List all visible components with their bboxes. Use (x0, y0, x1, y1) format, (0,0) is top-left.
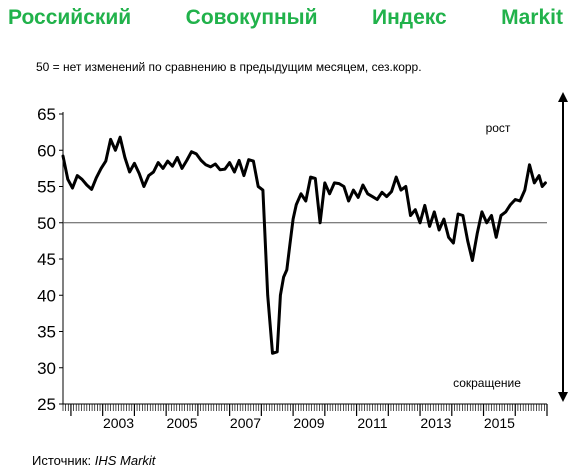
x-tick-label: 2015 (484, 415, 515, 431)
chart-subtitle: 50 = нет изменений по сравнению в предыд… (36, 60, 422, 74)
y-tick-label: 40 (37, 286, 56, 305)
x-tick-label: 2011 (357, 415, 387, 431)
source-prefix: Источник: (32, 453, 95, 468)
annotation-growth: рост (486, 121, 511, 135)
y-tick-label: 60 (37, 141, 56, 160)
y-tick-label: 25 (37, 395, 56, 414)
x-tick-label: 2005 (166, 415, 197, 431)
y-tick-label: 30 (37, 359, 56, 378)
title-word-4: Markit (501, 6, 563, 29)
series-line (61, 135, 547, 355)
y-tick-label: 65 (37, 105, 56, 124)
title-word-3: Индекс (371, 6, 447, 29)
x-tick-label: 2013 (420, 415, 451, 431)
title-word-1: Российский (8, 6, 132, 29)
x-tick-label: 2009 (293, 415, 324, 431)
title-word-2: Совокупный (185, 6, 318, 29)
source-name: IHS Markit (94, 453, 156, 468)
y-tick-label: 45 (37, 250, 56, 269)
y-tick-label: 55 (37, 178, 56, 197)
y-tick-label: 35 (37, 323, 56, 342)
source-note: Источник: IHS Markit (32, 453, 155, 468)
annotation-decline: сокращение (453, 376, 521, 390)
x-tick-label: 2003 (103, 415, 134, 431)
y-tick-label: 50 (37, 214, 56, 233)
x-tick-label: 2007 (230, 415, 261, 431)
chart-title: Российский Совокупный Индекс Markit (8, 6, 563, 30)
